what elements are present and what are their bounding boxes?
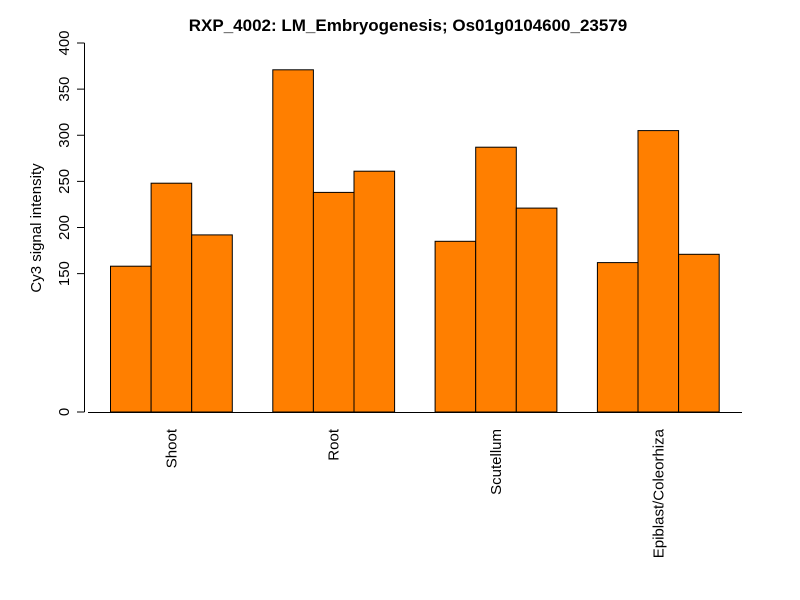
bar-shoot-3 <box>191 234 233 413</box>
y-tick-label-0: 0 <box>56 408 73 416</box>
x-category-label-root: Root <box>326 428 343 461</box>
bar-scutellum-3 <box>515 207 558 413</box>
y-tick-label-300: 300 <box>56 123 73 148</box>
y-tick-label-200: 200 <box>56 215 73 240</box>
chart-title: RXP_4002: LM_Embryogenesis; Os01g0104600… <box>189 16 627 35</box>
bar-scutellum-2 <box>475 146 517 413</box>
y-tick-label-150: 150 <box>56 261 73 286</box>
bar-epiblast-coleorhiza-3 <box>678 253 720 413</box>
y-tick-label-400: 400 <box>56 30 73 55</box>
bar-epiblast-coleorhiza-1 <box>596 262 639 413</box>
x-axis-categories: Shoot Root Scutellum Epiblast/Coleorhiza <box>163 428 667 558</box>
y-axis: 0 150 200 250 300 350 400 <box>56 30 85 416</box>
bar-epiblast-coleorhiza-2 <box>637 130 680 413</box>
x-category-label-shoot: Shoot <box>163 428 180 468</box>
bar-root-1 <box>272 69 314 413</box>
x-category-label-scutellum: Scutellum <box>488 429 505 495</box>
bar-scutellum-1 <box>434 240 477 413</box>
bar-root-3 <box>353 170 396 413</box>
y-tick-label-350: 350 <box>56 77 73 102</box>
bar-root-2 <box>312 191 355 413</box>
x-category-label-epiblast-coleorhiza: Epiblast/Coleorhiza <box>650 428 667 558</box>
y-axis-label: Cy3 signal intensity <box>28 163 45 293</box>
y-tick-label-250: 250 <box>56 169 73 194</box>
bars-group <box>110 69 720 413</box>
bar-shoot-2 <box>150 182 193 413</box>
bar-shoot-1 <box>110 265 152 413</box>
